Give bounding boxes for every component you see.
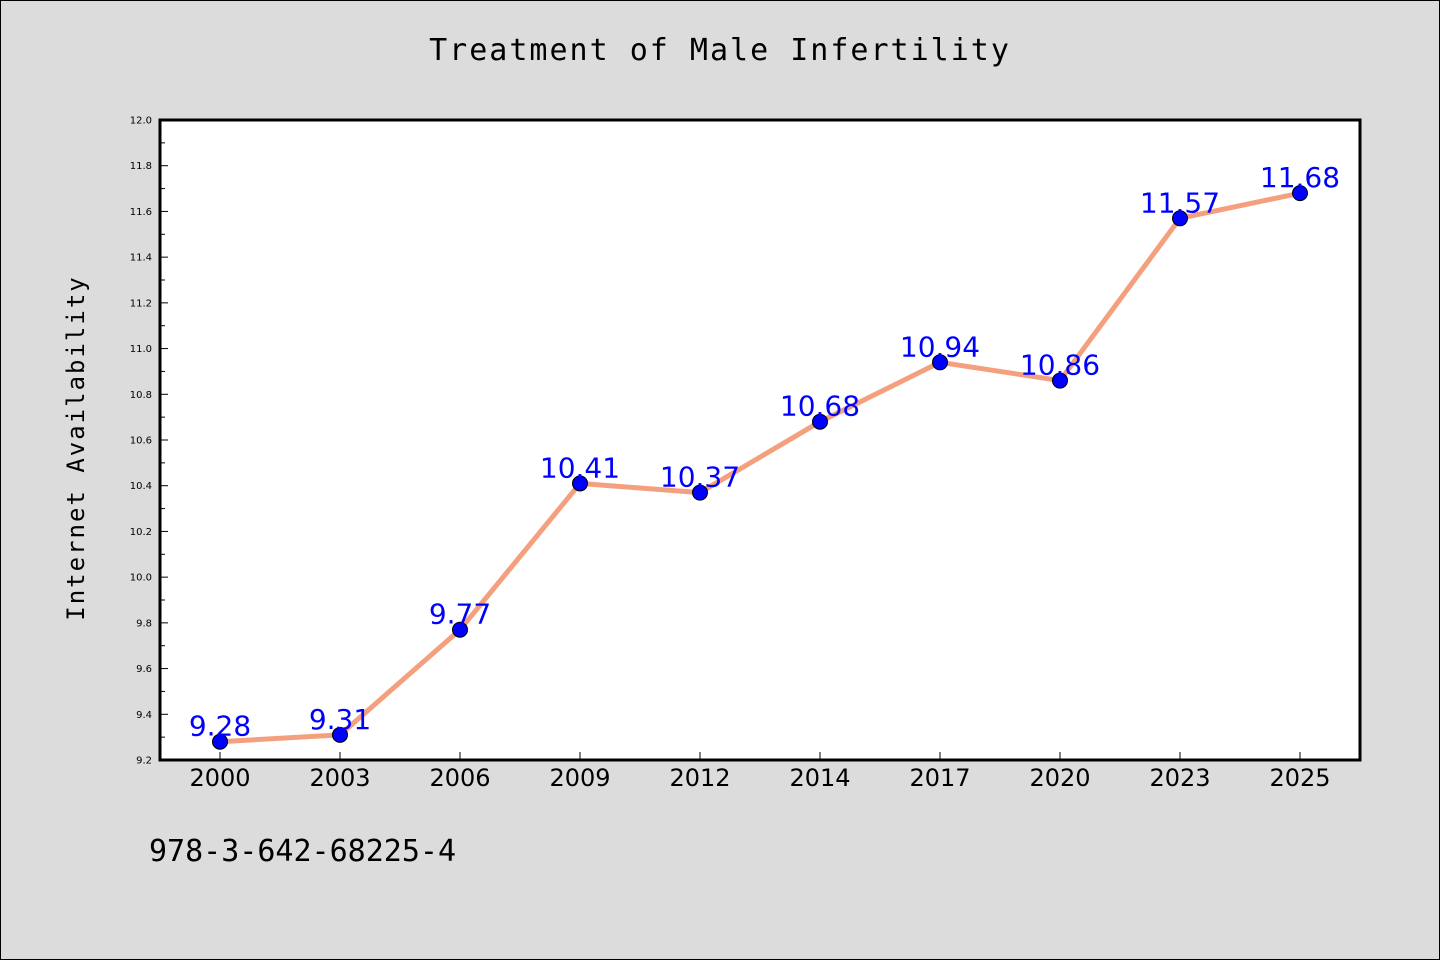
data-markers (212, 185, 1308, 750)
data-point (692, 484, 708, 501)
data-label: 10.68 (780, 390, 860, 423)
plot-area (158, 118, 1362, 762)
data-point (1172, 210, 1188, 227)
data-point (812, 413, 828, 430)
footer-code: 978-3-642-68225-4 (149, 834, 457, 869)
x-tick-label: 2020 (1029, 764, 1090, 792)
x-tick-label: 2012 (669, 764, 730, 792)
data-label: 10.37 (660, 461, 740, 494)
y-tick-label: 10.8 (130, 390, 152, 401)
data-point (332, 726, 348, 743)
x-tick-label: 2006 (429, 764, 490, 792)
y-tick-label: 12.0 (130, 116, 152, 127)
y-tick-label: 10.2 (130, 527, 152, 538)
data-point (212, 733, 228, 750)
y-tick-label: 11.8 (130, 161, 152, 172)
x-tick-label: 2025 (1269, 764, 1330, 792)
data-label: 11.68 (1260, 161, 1340, 194)
y-tick-label: 11.0 (130, 344, 152, 355)
y-axis: 9.2 9.4 9.6 9.8 10.0 10.2 10.4 10.6 10.8 11.0 11.2… (130, 116, 168, 767)
data-label: 9.28 (189, 710, 251, 743)
x-tick-label: 2000 (189, 764, 250, 792)
data-label: 10.41 (540, 451, 620, 484)
x-tick-label: 2003 (309, 764, 370, 792)
chart-title: Treatment of Male Infertility (429, 33, 1011, 68)
y-tick-label: 10.0 (130, 573, 152, 584)
data-label: 10.94 (900, 330, 980, 363)
data-point (932, 354, 948, 371)
x-tick-label: 2017 (909, 764, 970, 792)
data-point (1292, 185, 1308, 202)
data-point (452, 621, 468, 638)
data-point (572, 475, 588, 492)
y-tick-label: 11.6 (130, 207, 152, 218)
x-tick-label: 2023 (1149, 764, 1210, 792)
y-tick-label: 9.6 (136, 664, 152, 675)
y-tick-label: 10.6 (130, 436, 152, 447)
x-axis: 2000 2003 2006 2009 2012 2014 2017 2020 2023 2025 (189, 752, 1331, 792)
y-tick-label: 9.8 (136, 618, 152, 629)
y-tick-label: 9.4 (136, 710, 152, 721)
data-label: 9.31 (309, 703, 371, 736)
data-label: 10.86 (1020, 349, 1100, 382)
data-point (1052, 372, 1068, 389)
x-tick-label: 2014 (789, 764, 850, 792)
y-tick-label: 10.4 (130, 481, 152, 492)
x-tick-label: 2009 (549, 764, 610, 792)
series-line (219, 190, 1301, 745)
data-label: 11.57 (1140, 186, 1220, 219)
data-label: 9.77 (429, 598, 491, 631)
data-labels: 9.28 9.31 9.77 10.41 10.37 10.68 10.94 10.86 11.… (189, 161, 1340, 743)
y-tick-label: 11.4 (130, 253, 152, 264)
y-tick-label: 9.2 (136, 756, 152, 767)
y-tick-label: 11.2 (130, 298, 152, 309)
